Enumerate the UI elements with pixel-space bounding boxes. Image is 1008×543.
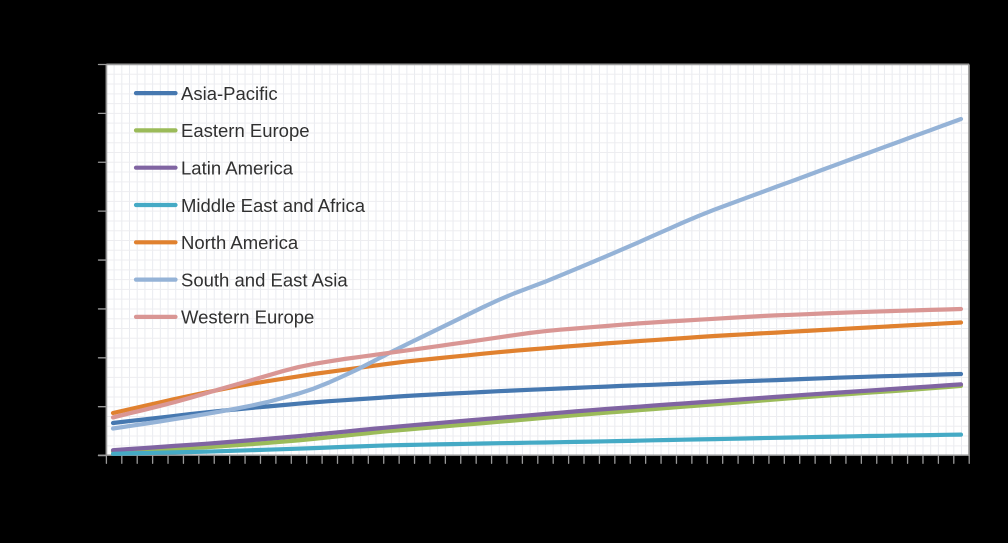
- svg-text:Middle East and Africa: Middle East and Africa: [181, 195, 366, 216]
- svg-text:North America: North America: [181, 232, 299, 253]
- svg-text:South and East Asia: South and East Asia: [181, 269, 348, 290]
- svg-text:Asia-Pacific: Asia-Pacific: [181, 83, 278, 104]
- svg-text:Western Europe: Western Europe: [181, 307, 314, 328]
- svg-text:Latin America: Latin America: [181, 158, 294, 179]
- svg-text:Eastern Europe: Eastern Europe: [181, 120, 310, 141]
